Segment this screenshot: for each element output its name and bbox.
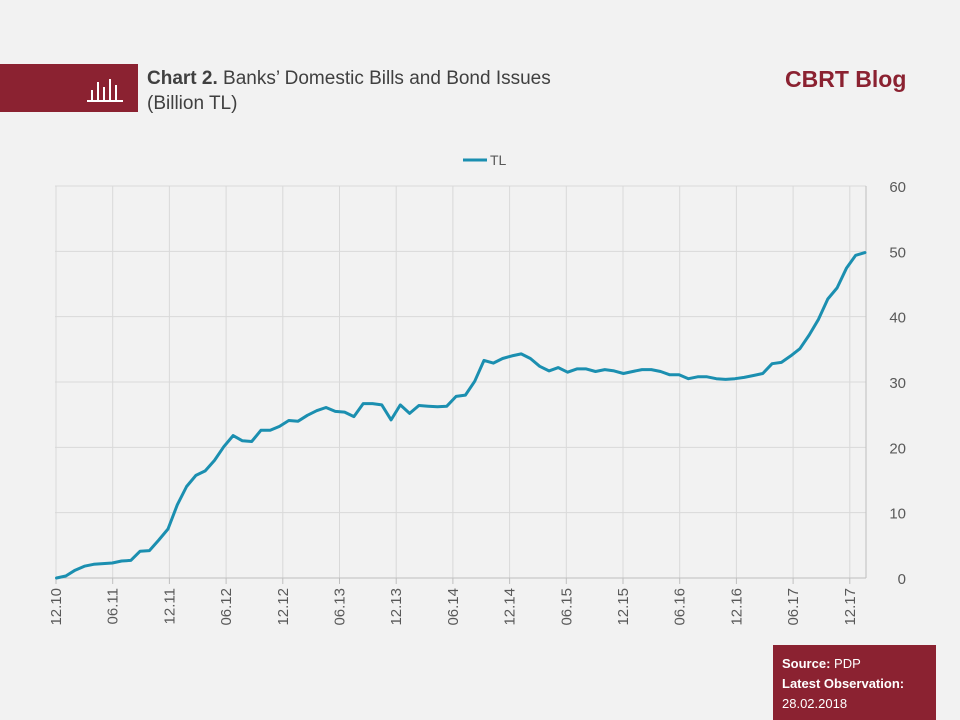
y-tick-label: 50: [889, 244, 906, 261]
source-value: PDP: [834, 656, 861, 671]
x-tick-label: 06.11: [105, 588, 122, 624]
latest-observation-label: Latest Observation:: [782, 676, 905, 691]
y-tick-label: 30: [889, 375, 906, 392]
x-tick-label: 12.14: [502, 588, 519, 626]
source-box: Source: PDP Latest Observation: 28.02.20…: [773, 645, 936, 720]
x-tick-label: 06.16: [672, 588, 689, 626]
source-label: Source:: [782, 656, 831, 671]
chart-title: Chart 2. Banks’ Domestic Bills and Bond …: [147, 66, 551, 116]
y-tick-label: 0: [898, 571, 906, 588]
bar-chart-icon: [87, 79, 123, 102]
legend-label-tl: TL: [490, 152, 507, 168]
chart-title-line2: (Billion TL): [147, 93, 238, 114]
y-tick-label: 40: [889, 310, 906, 327]
chart-title-line1: Banks’ Domestic Bills and Bond Issues: [223, 68, 551, 89]
x-tick-label: 12.13: [388, 588, 405, 626]
x-tick-label: 06.15: [558, 588, 575, 626]
latest-observation-value: 28.02.2018: [782, 696, 848, 711]
x-tick-label: 06.12: [218, 588, 235, 626]
x-tick-label: 06.14: [445, 588, 462, 626]
x-tick-label: 06.13: [332, 588, 349, 626]
title-bar: [0, 64, 138, 112]
x-tick-label: 06.17: [785, 588, 802, 626]
chart-number: Chart 2.: [147, 68, 218, 89]
series-line-tl: [55, 251, 867, 580]
x-tick-label: 12.17: [842, 588, 859, 626]
x-tick-label: 12.16: [728, 588, 745, 626]
y-tick-label: 60: [889, 179, 906, 196]
x-tick-label: 12.12: [275, 588, 292, 626]
x-tick-label: 12.15: [615, 588, 632, 626]
y-tick-label: 20: [889, 440, 906, 457]
x-tick-label: 12.11: [161, 588, 178, 624]
x-tick-label: 12.10: [48, 588, 65, 626]
y-tick-label: 10: [889, 506, 906, 523]
brand-label: CBRT Blog: [785, 66, 907, 92]
